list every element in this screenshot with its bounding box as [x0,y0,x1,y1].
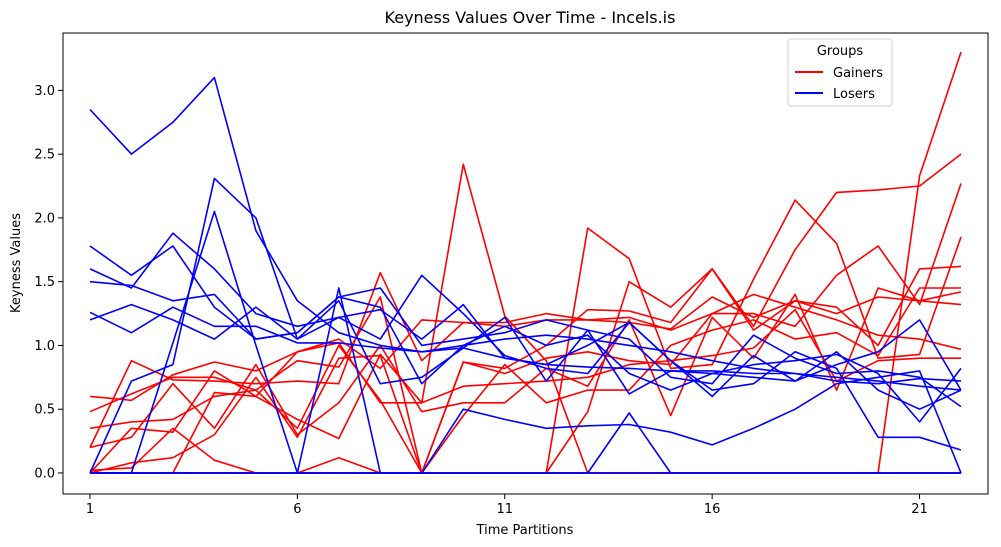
x-axis-label: Time Partitions [476,523,574,538]
y-tick-label: 0.0 [34,466,55,481]
x-tick-label: 6 [293,502,301,517]
x-axis-ticks: 1 6 11 16 21 [86,494,928,517]
x-tick-label: 21 [911,502,928,517]
y-tick-label: 2.0 [34,211,55,226]
y-axis-label: Keyness Values [9,213,24,313]
series-line-gainers-9 [89,287,962,449]
series-line-gainers-11 [89,287,961,474]
y-tick-label: 2.5 [34,148,55,163]
series-line-gainers-10 [89,308,961,474]
series-line-losers-12 [89,76,962,391]
plot-frame [62,32,989,495]
legend-gainers-label: Gainers [833,66,883,81]
x-tick-label: 1 [86,502,94,517]
series-line-losers-17 [89,299,962,411]
legend-box [787,38,893,107]
y-tick-label: 1.0 [34,339,55,354]
series-line-gainers-1 [89,293,962,402]
legend-losers-label: Losers [833,87,875,102]
y-tick-label: 0.5 [34,403,55,418]
x-tick-label: 16 [704,502,721,517]
series-line-losers-18 [89,177,962,474]
y-axis-ticks: 0.0 0.5 1.0 1.5 2.0 2.5 3.0 [34,84,63,481]
y-tick-label: 3.0 [34,84,55,99]
series-line-losers-15 [89,280,962,423]
x-tick-label: 11 [496,502,513,517]
series-line-gainers-0 [89,271,962,448]
series-layer [89,51,962,474]
series-line-gainers-3 [89,183,962,474]
legend-title: Groups [817,44,864,59]
legend: Groups Gainers Losers [787,38,893,107]
y-tick-label: 1.5 [34,275,55,290]
chart-title: Keyness Values Over Time - Incels.is [385,8,676,27]
